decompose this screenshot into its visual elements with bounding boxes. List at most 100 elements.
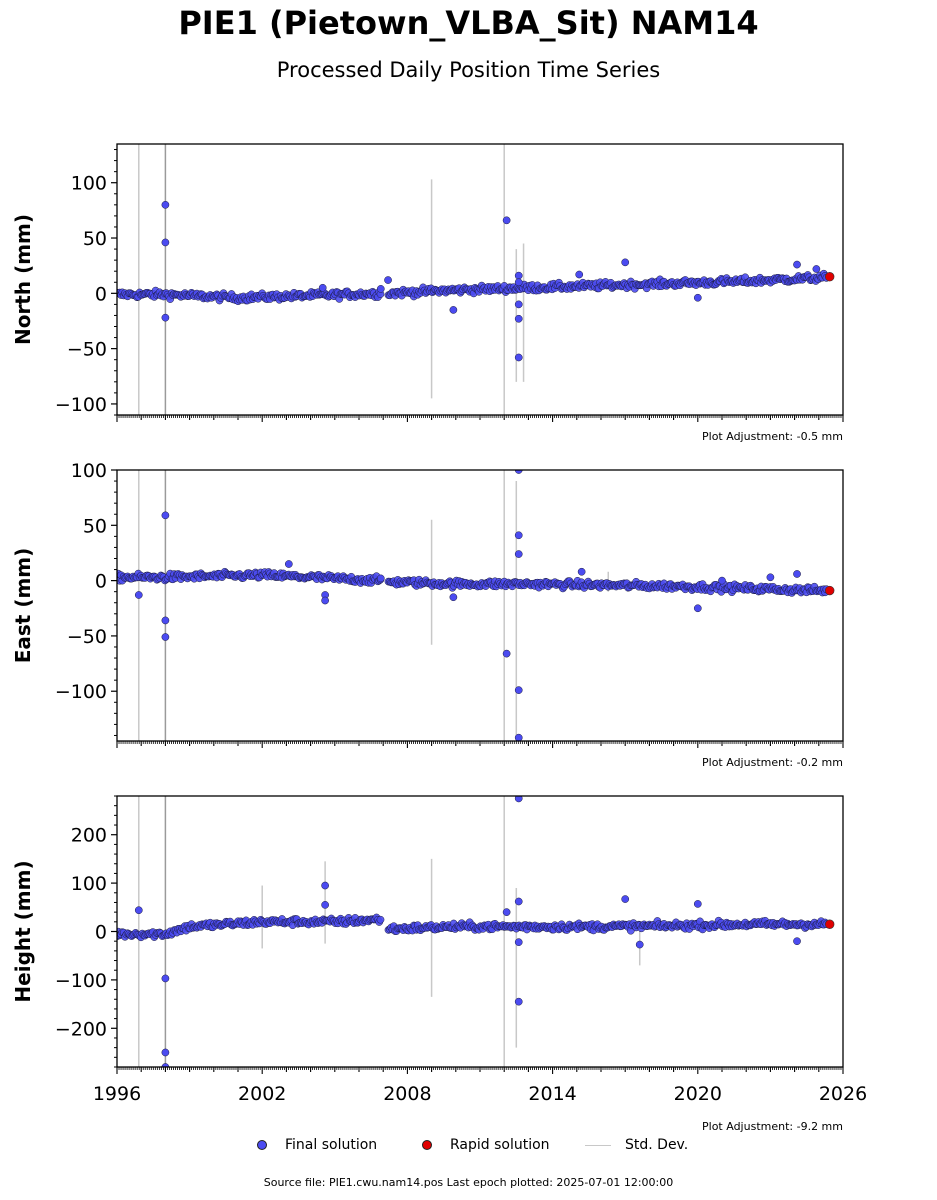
panel-north: −100 −50 0 50 100 North (mm) Plot Adjustment: … <box>11 143 844 443</box>
plot-area <box>117 796 835 1067</box>
outlier-point <box>449 593 458 602</box>
outlier-point <box>161 238 170 247</box>
x-tick-label: 2020 <box>674 1083 722 1105</box>
plot-area <box>117 144 835 415</box>
outlier-point <box>161 200 170 209</box>
outlier-point <box>502 908 511 916</box>
outlier-point <box>161 1048 170 1057</box>
y-tick-label: 100 <box>71 460 107 482</box>
outlier-point <box>161 974 170 983</box>
outlier-point <box>161 616 170 625</box>
outlier-point <box>693 900 702 908</box>
outlier-point <box>502 216 511 225</box>
rapid-solution-marker <box>422 1140 432 1150</box>
legend-std-dev: Std. Dev. <box>585 1137 688 1153</box>
legend-final-label: Final solution <box>285 1137 378 1153</box>
outlier-point <box>284 560 293 568</box>
final-solution-marker <box>257 1140 267 1150</box>
outlier-point <box>575 270 584 279</box>
outlier-point <box>812 265 821 273</box>
outlier-point <box>793 570 801 578</box>
outlier-point <box>384 276 392 284</box>
outlier-point <box>321 881 329 890</box>
x-tick-label: 2002 <box>238 1083 286 1105</box>
outlier-point <box>514 897 523 906</box>
y-axis-label: Height (mm) <box>11 860 35 1002</box>
y-tick-label: −200 <box>55 1018 107 1040</box>
page-title: PIE1 (Pietown_VLBA_Sit) NAM14 <box>178 4 759 42</box>
x-tick-label: 2014 <box>528 1083 576 1105</box>
outlier-point <box>161 633 170 641</box>
legend: Final solution Rapid solution Std. Dev. <box>0 1137 937 1157</box>
source-footer: Source file: PIE1.cwu.nam14.pos Last epo… <box>263 1176 674 1189</box>
y-tick-label: 0 <box>95 922 107 944</box>
panel-east: −100 −50 0 50 100 East (mm) Plot Adjustment: -… <box>11 460 844 769</box>
plot-area <box>117 470 835 741</box>
outlier-point <box>514 938 523 946</box>
rapid-solution-point <box>824 585 835 596</box>
legend-std-label: Std. Dev. <box>625 1137 689 1153</box>
outlier-point <box>318 283 327 292</box>
outlier-point <box>502 649 511 658</box>
std-dev-line-sample <box>585 1144 611 1146</box>
outlier-point <box>514 796 523 803</box>
y-tick-label: −50 <box>67 339 107 361</box>
outlier-point <box>635 940 644 949</box>
outlier-point <box>376 285 385 293</box>
y-tick-label: 200 <box>71 825 107 847</box>
y-tick-label: 0 <box>95 283 107 305</box>
x-tick-label: 2026 <box>819 1083 867 1105</box>
outlier-point <box>514 686 523 694</box>
page-subtitle: Processed Daily Position Time Series <box>276 58 661 82</box>
outlier-point <box>693 293 702 302</box>
outlier-point <box>718 576 726 585</box>
outlier-point <box>577 567 586 576</box>
outlier-point <box>793 937 801 946</box>
final-solution-points <box>117 470 831 741</box>
outlier-point <box>134 906 143 915</box>
legend-rapid-label: Rapid solution <box>450 1137 550 1153</box>
outlier-point <box>514 353 523 362</box>
outlier-point <box>321 596 329 605</box>
plot-adjustment-label: Plot Adjustment: -9.2 mm <box>702 1120 843 1133</box>
x-tick-label: 1996 <box>93 1083 141 1105</box>
outlier-point <box>693 604 702 613</box>
outlier-point <box>514 733 523 741</box>
outlier-point <box>321 901 329 909</box>
plot-adjustment-label: Plot Adjustment: -0.2 mm <box>702 756 843 769</box>
outlier-point <box>514 550 523 558</box>
outlier-point <box>514 470 523 474</box>
legend-final-solution: Final solution <box>257 1137 377 1153</box>
y-tick-label: 100 <box>71 173 107 195</box>
final-solution-points <box>117 796 831 1067</box>
y-tick-label: −100 <box>55 394 107 416</box>
y-tick-label: −50 <box>67 626 107 648</box>
outlier-point <box>161 1063 170 1067</box>
outlier-point <box>621 895 630 903</box>
outlier-point <box>514 278 523 287</box>
data-point <box>376 915 385 924</box>
y-tick-label: 50 <box>83 228 107 250</box>
outlier-point <box>376 574 385 583</box>
outlier-point <box>134 591 143 599</box>
y-tick-label: 100 <box>71 873 107 895</box>
y-tick-label: 0 <box>95 571 107 593</box>
rapid-solution-point <box>824 272 835 282</box>
outlier-point <box>793 260 801 269</box>
y-tick-label: 50 <box>83 515 107 537</box>
outlier-point <box>621 258 630 267</box>
outlier-point <box>514 271 523 280</box>
x-tick-label: 2008 <box>383 1083 431 1105</box>
outlier-point <box>514 314 523 323</box>
plot-adjustment-label: Plot Adjustment: -0.5 mm <box>702 430 843 443</box>
outlier-point <box>766 573 775 582</box>
outlier-point <box>514 997 523 1006</box>
y-tick-label: −100 <box>55 681 107 703</box>
outlier-point <box>514 300 523 309</box>
legend-rapid-solution: Rapid solution <box>422 1137 550 1153</box>
plot-frame <box>116 469 844 742</box>
outlier-point <box>161 313 170 322</box>
panel-height: −200 −100 0 100 200 1996 2002 2008 2014 2020 2026 H… <box>11 795 867 1133</box>
y-tick-label: −100 <box>55 970 107 992</box>
rapid-solution-point <box>824 919 835 929</box>
